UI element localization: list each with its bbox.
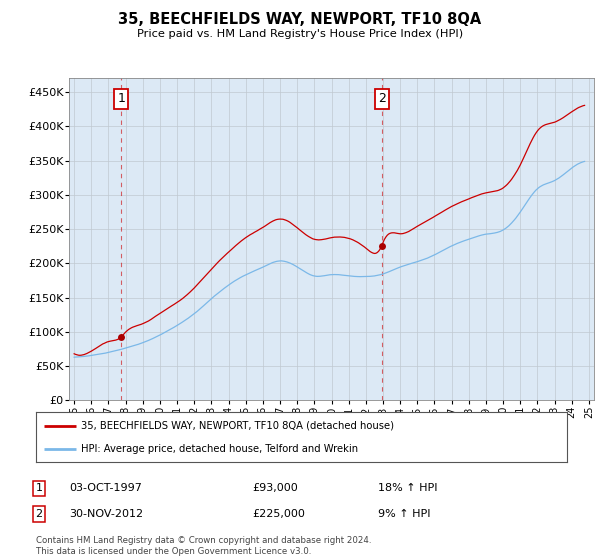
Text: 2: 2 bbox=[377, 92, 386, 105]
Text: 1: 1 bbox=[118, 92, 125, 105]
Text: 1: 1 bbox=[35, 483, 43, 493]
Text: 2: 2 bbox=[35, 509, 43, 519]
Text: 30-NOV-2012: 30-NOV-2012 bbox=[69, 509, 143, 519]
Text: £225,000: £225,000 bbox=[252, 509, 305, 519]
Text: 9% ↑ HPI: 9% ↑ HPI bbox=[378, 509, 431, 519]
Text: Contains HM Land Registry data © Crown copyright and database right 2024.
This d: Contains HM Land Registry data © Crown c… bbox=[36, 536, 371, 556]
Text: 03-OCT-1997: 03-OCT-1997 bbox=[69, 483, 142, 493]
Text: 35, BEECHFIELDS WAY, NEWPORT, TF10 8QA (detached house): 35, BEECHFIELDS WAY, NEWPORT, TF10 8QA (… bbox=[81, 421, 394, 431]
Text: 35, BEECHFIELDS WAY, NEWPORT, TF10 8QA: 35, BEECHFIELDS WAY, NEWPORT, TF10 8QA bbox=[118, 12, 482, 27]
Text: HPI: Average price, detached house, Telford and Wrekin: HPI: Average price, detached house, Telf… bbox=[81, 445, 358, 454]
Text: £93,000: £93,000 bbox=[252, 483, 298, 493]
Text: 18% ↑ HPI: 18% ↑ HPI bbox=[378, 483, 437, 493]
Text: Price paid vs. HM Land Registry's House Price Index (HPI): Price paid vs. HM Land Registry's House … bbox=[137, 29, 463, 39]
